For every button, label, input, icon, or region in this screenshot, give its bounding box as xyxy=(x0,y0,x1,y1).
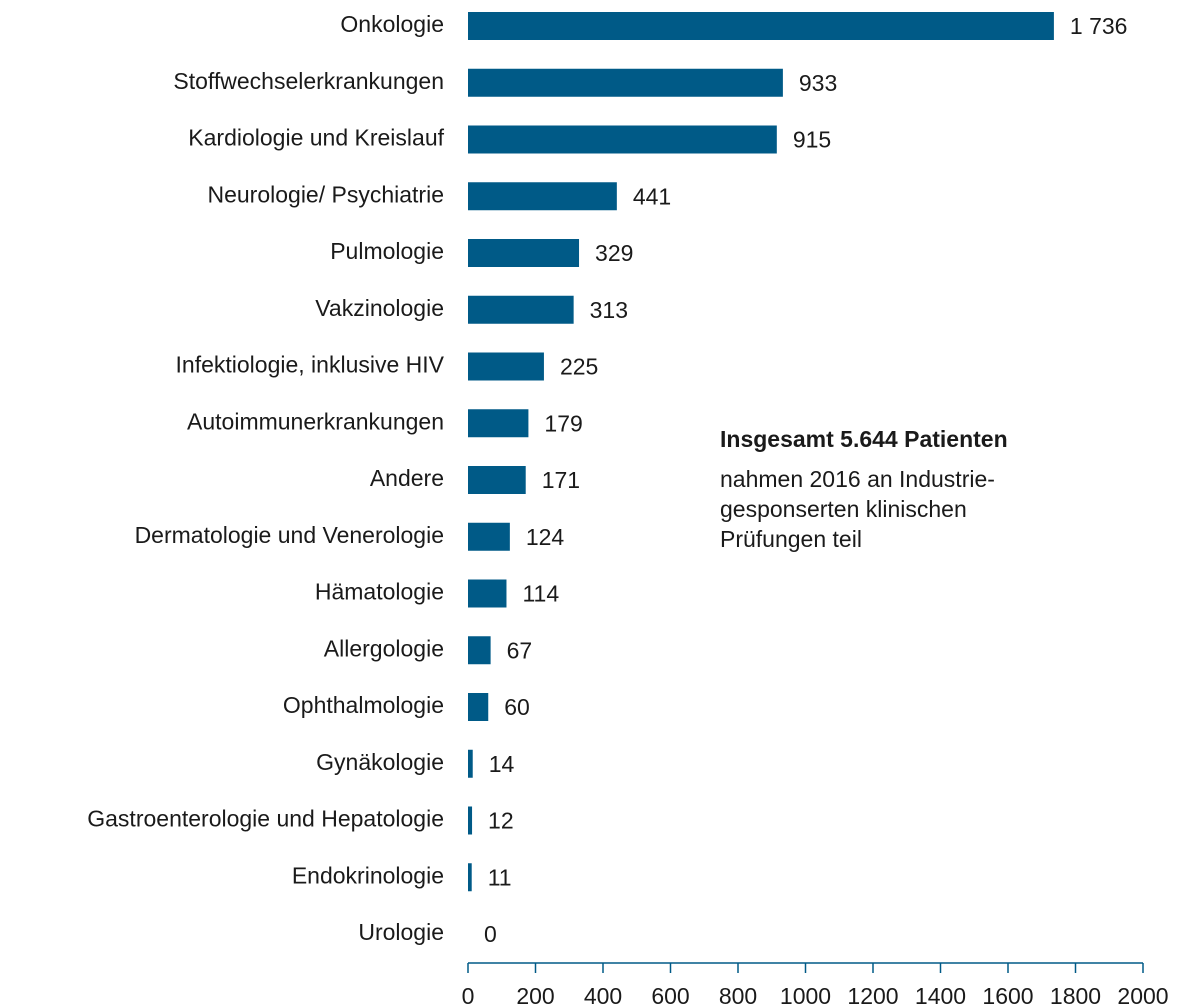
x-tick-label: 2000 xyxy=(1117,983,1168,1008)
x-tick-label: 1000 xyxy=(780,983,831,1008)
bar xyxy=(468,68,783,97)
x-tick-label: 1200 xyxy=(847,983,898,1008)
annotation-line: gesponserten klinischen xyxy=(720,496,967,522)
value-label: 67 xyxy=(507,637,533,663)
annotation-title: Insgesamt 5.644 Patienten xyxy=(720,426,1008,452)
y-tick-label: Gastroenterologie und Hepatologie xyxy=(87,806,444,832)
value-label: 14 xyxy=(489,751,515,777)
bar xyxy=(468,125,777,154)
y-tick-label: Endokrinologie xyxy=(292,862,444,888)
bar xyxy=(468,12,1054,40)
x-tick-label: 200 xyxy=(516,983,554,1008)
x-tick-label: 1400 xyxy=(915,983,966,1008)
value-label: 114 xyxy=(522,581,559,607)
value-label: 313 xyxy=(590,297,628,323)
x-tick-label: 400 xyxy=(584,983,622,1008)
bar xyxy=(468,182,617,211)
value-label: 0 xyxy=(484,921,497,947)
y-tick-label: Pulmologie xyxy=(330,238,444,264)
bar xyxy=(468,466,526,494)
annotation-line: Prüfungen teil xyxy=(720,526,862,552)
value-label: 124 xyxy=(526,524,565,550)
y-tick-label: Hämatologie xyxy=(315,579,444,605)
x-tick-label: 800 xyxy=(719,983,757,1008)
y-tick-label: Ophthalmologie xyxy=(283,692,444,718)
y-tick-label: Neurologie/ Psychiatrie xyxy=(207,181,444,207)
bar xyxy=(468,295,574,324)
value-label: 933 xyxy=(799,70,837,96)
y-tick-label: Gynäkologie xyxy=(316,749,444,775)
value-label: 225 xyxy=(560,354,598,380)
bar xyxy=(468,239,580,267)
y-tick-label: Urologie xyxy=(358,919,444,945)
bar xyxy=(468,863,472,892)
y-tick-label: Kardiologie und Kreislauf xyxy=(188,125,444,151)
y-tick-label: Allergologie xyxy=(324,635,444,661)
value-label: 179 xyxy=(544,410,582,436)
value-label: 60 xyxy=(504,694,530,720)
x-tick-label: 600 xyxy=(651,983,689,1008)
bar xyxy=(468,749,473,778)
annotation-line: nahmen 2016 an Industrie- xyxy=(720,466,995,492)
y-tick-label: Stoffwechselerkrankungen xyxy=(173,68,444,94)
bar xyxy=(468,409,529,438)
bar xyxy=(468,636,491,665)
y-tick-label: Infektiologie, inklusive HIV xyxy=(176,352,445,378)
x-tick-label: 0 xyxy=(462,983,475,1008)
y-tick-label: Onkologie xyxy=(340,11,444,37)
bar xyxy=(468,806,473,835)
value-label: 441 xyxy=(633,183,671,209)
value-label: 11 xyxy=(488,864,512,890)
value-label: 1 736 xyxy=(1070,13,1128,39)
y-tick-label: Andere xyxy=(370,465,444,491)
bar xyxy=(468,352,544,381)
bar xyxy=(468,579,507,608)
y-tick-label: Dermatologie und Venerologie xyxy=(135,522,444,548)
value-label: 329 xyxy=(595,240,633,266)
y-tick-label: Vakzinologie xyxy=(315,295,444,321)
y-tick-label: Autoimmunerkrankungen xyxy=(187,408,444,434)
x-tick-label: 1800 xyxy=(1050,983,1101,1008)
value-label: 915 xyxy=(793,127,831,153)
value-label: 171 xyxy=(542,467,580,493)
x-tick-label: 1600 xyxy=(982,983,1033,1008)
bar xyxy=(468,693,489,721)
value-label: 12 xyxy=(488,808,514,834)
bar xyxy=(468,522,510,551)
